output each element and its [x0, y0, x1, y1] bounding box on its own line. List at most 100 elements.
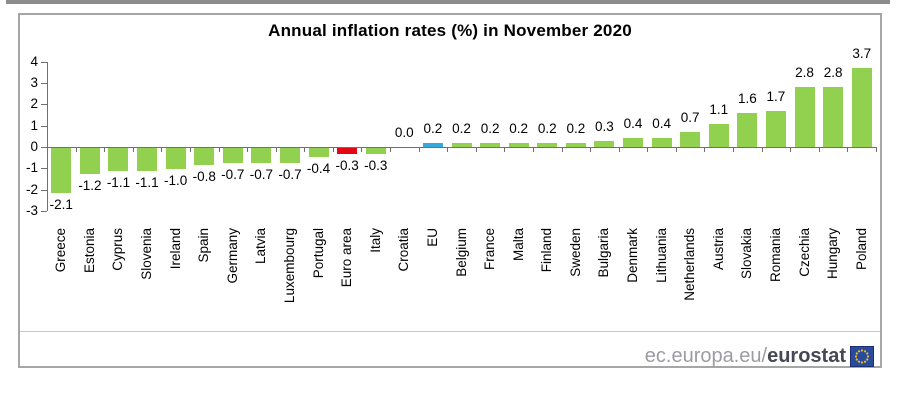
value-label: -0.8 [192, 169, 216, 185]
category-label: Austria [710, 228, 726, 271]
value-label: -0.7 [249, 166, 274, 182]
y-axis-tick-mark [41, 125, 47, 127]
bar-slovenia [137, 148, 158, 172]
category-label: Latvia [253, 228, 269, 265]
category-label: Euro area [339, 228, 355, 288]
value-label: 3.7 [852, 46, 872, 62]
bar-romania [765, 110, 786, 147]
footer-divider [20, 331, 880, 332]
value-label: -0.3 [364, 158, 388, 174]
bar-italy [365, 148, 386, 155]
x-axis-tick-mark [847, 147, 849, 152]
value-label: -1.0 [163, 173, 188, 189]
value-label: 1.7 [766, 88, 786, 104]
value-label: 2.8 [823, 65, 843, 81]
category-label: Cyprus [110, 228, 126, 271]
x-axis-tick-mark [132, 147, 134, 152]
y-axis-tick-label: 2 [30, 96, 38, 112]
x-axis-tick-mark [618, 147, 620, 152]
category-label: Lithuania [653, 228, 669, 283]
value-label: -0.7 [221, 166, 245, 182]
eurostat-branding: ec.europa.eu/eurostat [645, 345, 874, 367]
category-label: Bulgaria [596, 228, 612, 278]
x-axis-tick-mark [504, 147, 506, 152]
category-label: Slovakia [739, 228, 755, 280]
value-label: 0.2 [537, 120, 557, 136]
branding-url-prefix: ec.europa.eu/ [644, 345, 768, 367]
category-label: Belgium [453, 228, 469, 277]
bar-euro-area [337, 148, 358, 155]
bar-hungary [823, 87, 844, 147]
y-axis-tick-mark [41, 147, 47, 148]
top-divider [6, 0, 890, 4]
value-label: 0.2 [480, 120, 500, 136]
bar-bulgaria [594, 140, 615, 147]
x-axis-tick-mark [532, 147, 534, 152]
x-axis-tick-mark [218, 147, 220, 152]
value-label: 1.1 [709, 101, 729, 117]
bar-greece [51, 148, 72, 193]
x-axis-tick-mark [390, 147, 392, 152]
value-label: 1.6 [737, 90, 757, 106]
bar-poland [851, 68, 872, 147]
x-axis-tick-mark [189, 147, 191, 152]
x-axis-tick-mark [418, 147, 420, 152]
x-axis-tick-mark [790, 147, 792, 152]
value-label: 0.7 [680, 110, 700, 126]
bar-belgium [451, 142, 472, 147]
category-label: Romania [767, 228, 783, 283]
category-label: France [482, 228, 498, 271]
category-label: Estonia [81, 228, 97, 274]
y-axis-tick-mark [41, 61, 47, 63]
value-label: 0.0 [394, 125, 414, 140]
category-label: Croatia [396, 228, 412, 272]
bar-estonia [79, 148, 100, 174]
value-label: 2.8 [795, 65, 814, 81]
y-axis-tick-label: -2 [25, 181, 38, 197]
category-label: Denmark [625, 228, 641, 283]
x-axis-tick-mark [876, 147, 877, 152]
category-label: Italy [367, 228, 383, 253]
x-axis-tick-mark [332, 147, 334, 152]
x-axis-tick-mark [161, 147, 163, 152]
category-label: EU [424, 228, 440, 247]
value-label: -0.4 [306, 160, 331, 176]
category-label: Luxembourg [281, 228, 297, 304]
x-axis-tick-mark [447, 147, 449, 152]
y-axis-tick-label: -3 [25, 202, 38, 218]
value-label: -2.1 [49, 196, 73, 212]
x-axis-tick-mark [818, 147, 820, 152]
x-axis-tick-mark [47, 147, 48, 152]
value-label: 0.4 [652, 116, 671, 132]
bar-portugal [308, 148, 329, 157]
category-label: Portugal [310, 228, 326, 279]
x-axis-tick-mark [590, 147, 592, 152]
bar-france [480, 142, 501, 147]
value-label: -0.3 [335, 158, 359, 174]
x-axis-tick-mark [75, 147, 77, 152]
x-axis-tick-mark [561, 147, 563, 152]
bar-spain [194, 148, 215, 166]
y-axis-tick-label: -1 [25, 160, 38, 176]
y-axis-tick-label: 4 [30, 53, 38, 69]
y-axis-tick-mark [41, 168, 47, 170]
bar-czechia [794, 87, 815, 147]
x-axis-tick-mark [647, 147, 649, 152]
chart-frame [18, 13, 882, 368]
y-axis-line [47, 61, 48, 211]
eu-flag-icon [850, 345, 874, 367]
bar-eu [422, 142, 443, 147]
category-label: Spain [196, 228, 212, 263]
category-label: Finland [539, 228, 555, 273]
bar-austria [708, 123, 729, 147]
value-label: -1.2 [78, 177, 102, 193]
x-axis-tick-mark [275, 147, 277, 152]
value-label: 0.4 [623, 116, 643, 132]
y-axis-tick-label: 1 [30, 117, 38, 133]
category-label: Poland [853, 228, 869, 271]
x-axis-tick-mark [304, 147, 306, 152]
value-label: 0.2 [509, 120, 529, 136]
category-label: Malta [510, 228, 526, 262]
category-label: Greece [53, 228, 69, 273]
